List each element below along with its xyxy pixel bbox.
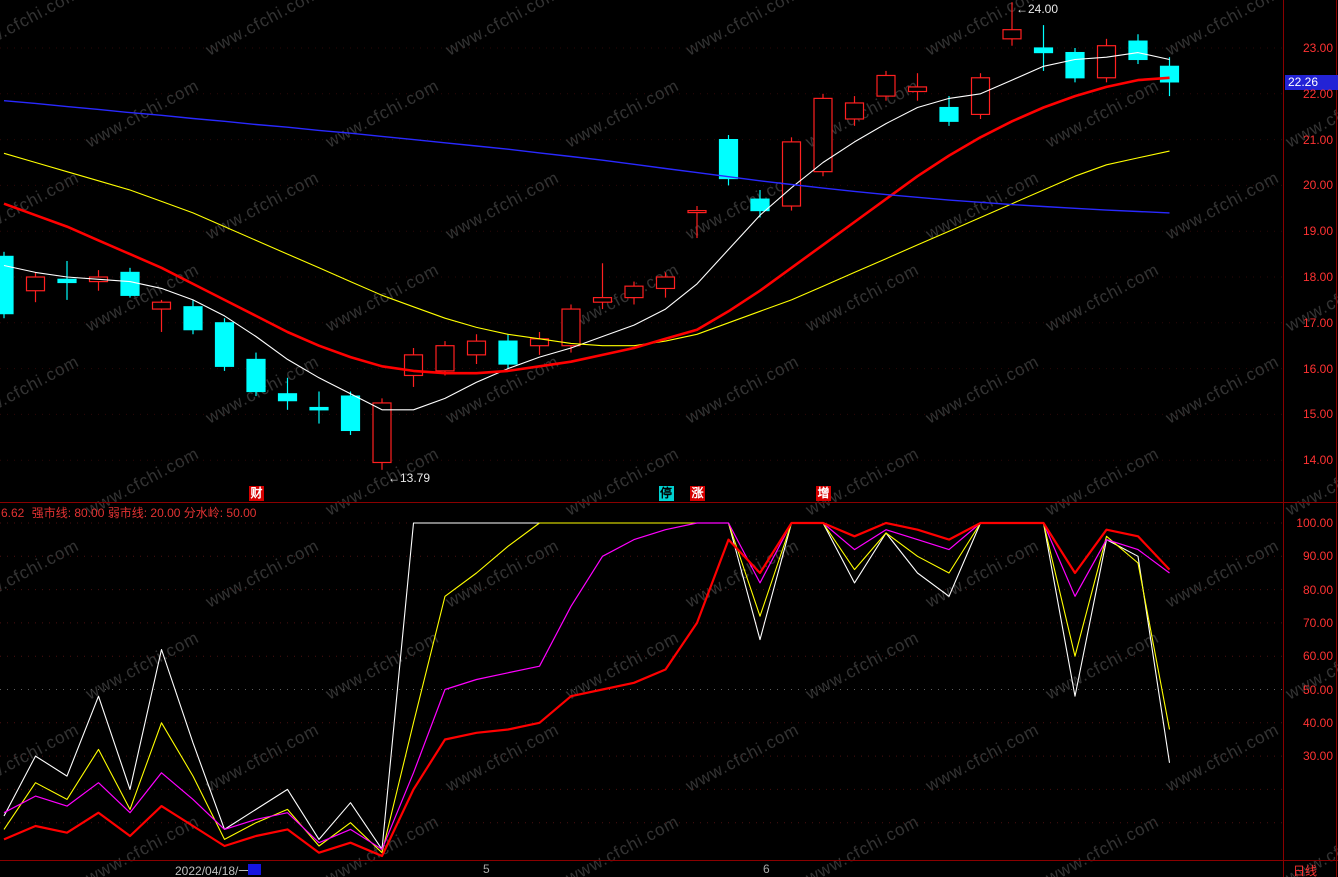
- month-tick-label: 6: [763, 862, 770, 876]
- price-axis-label: 18.00: [1302, 270, 1333, 284]
- indicator-axis-label: 40.00: [1302, 715, 1333, 730]
- period-selector[interactable]: 日线: [1293, 864, 1318, 877]
- event-marker-财[interactable]: 财: [249, 486, 264, 501]
- indicator-parameters: 强市线: 80.00 弱市线: 20.00 分水岭: 50.00: [31, 506, 257, 520]
- price-axis-column: 22.26 23.00 22.00 21.00 20.00 19.00 18.00 17.0…: [1284, 0, 1338, 877]
- event-marker-涨[interactable]: 涨: [690, 486, 705, 501]
- indicator-current-value: 6.62: [1, 506, 25, 520]
- time-axis-divider: [0, 860, 1338, 861]
- indicator-axis-label: 100.00: [1296, 516, 1333, 530]
- high-price-annotation: ←24.00: [1016, 2, 1059, 16]
- indicator-axis-label: 70.00: [1302, 615, 1333, 630]
- indicator-axis-label: 30.00: [1302, 749, 1333, 764]
- price-axis-label: 23.00: [1302, 41, 1333, 55]
- price-axis-label: 14.00: [1302, 453, 1333, 468]
- axis-border: [1283, 0, 1284, 877]
- indicator-chart[interactable]: [0, 510, 1284, 860]
- price-axis-label: 22.00: [1302, 86, 1333, 101]
- price-axis-label: 17.00: [1302, 315, 1333, 330]
- indicator-axis-label: 90.00: [1302, 549, 1333, 564]
- right-edge-border: [1336, 0, 1337, 877]
- time-axis-bar: 2022/04/18/一 日线 5 6: [0, 861, 1338, 877]
- price-chart[interactable]: [0, 0, 1284, 502]
- event-marker-停[interactable]: 停: [658, 486, 674, 501]
- indicator-axis-label: 80.00: [1302, 582, 1333, 597]
- event-marker-增[interactable]: 增: [816, 486, 831, 501]
- date-label: 2022/04/18/一: [175, 864, 251, 877]
- price-axis-label: 20.00: [1302, 178, 1333, 193]
- price-axis-label: 15.00: [1302, 407, 1333, 422]
- indicator-header: 6.62 强市线: 80.00 弱市线: 20.00 分水岭: 50.00: [1, 504, 260, 521]
- panel-divider: [0, 502, 1338, 503]
- current-price-tag: 22.26: [1285, 74, 1338, 90]
- low-price-annotation: ←13.79: [388, 471, 431, 485]
- price-axis-label: 19.00: [1302, 224, 1333, 239]
- date-cursor: [248, 864, 261, 875]
- price-axis-label: 16.00: [1302, 361, 1333, 376]
- indicator-axis-label: 50.00: [1302, 682, 1333, 697]
- price-axis-label: 21.00: [1302, 132, 1333, 147]
- month-tick-label: 5: [483, 862, 490, 876]
- indicator-axis-label: 60.00: [1302, 649, 1333, 664]
